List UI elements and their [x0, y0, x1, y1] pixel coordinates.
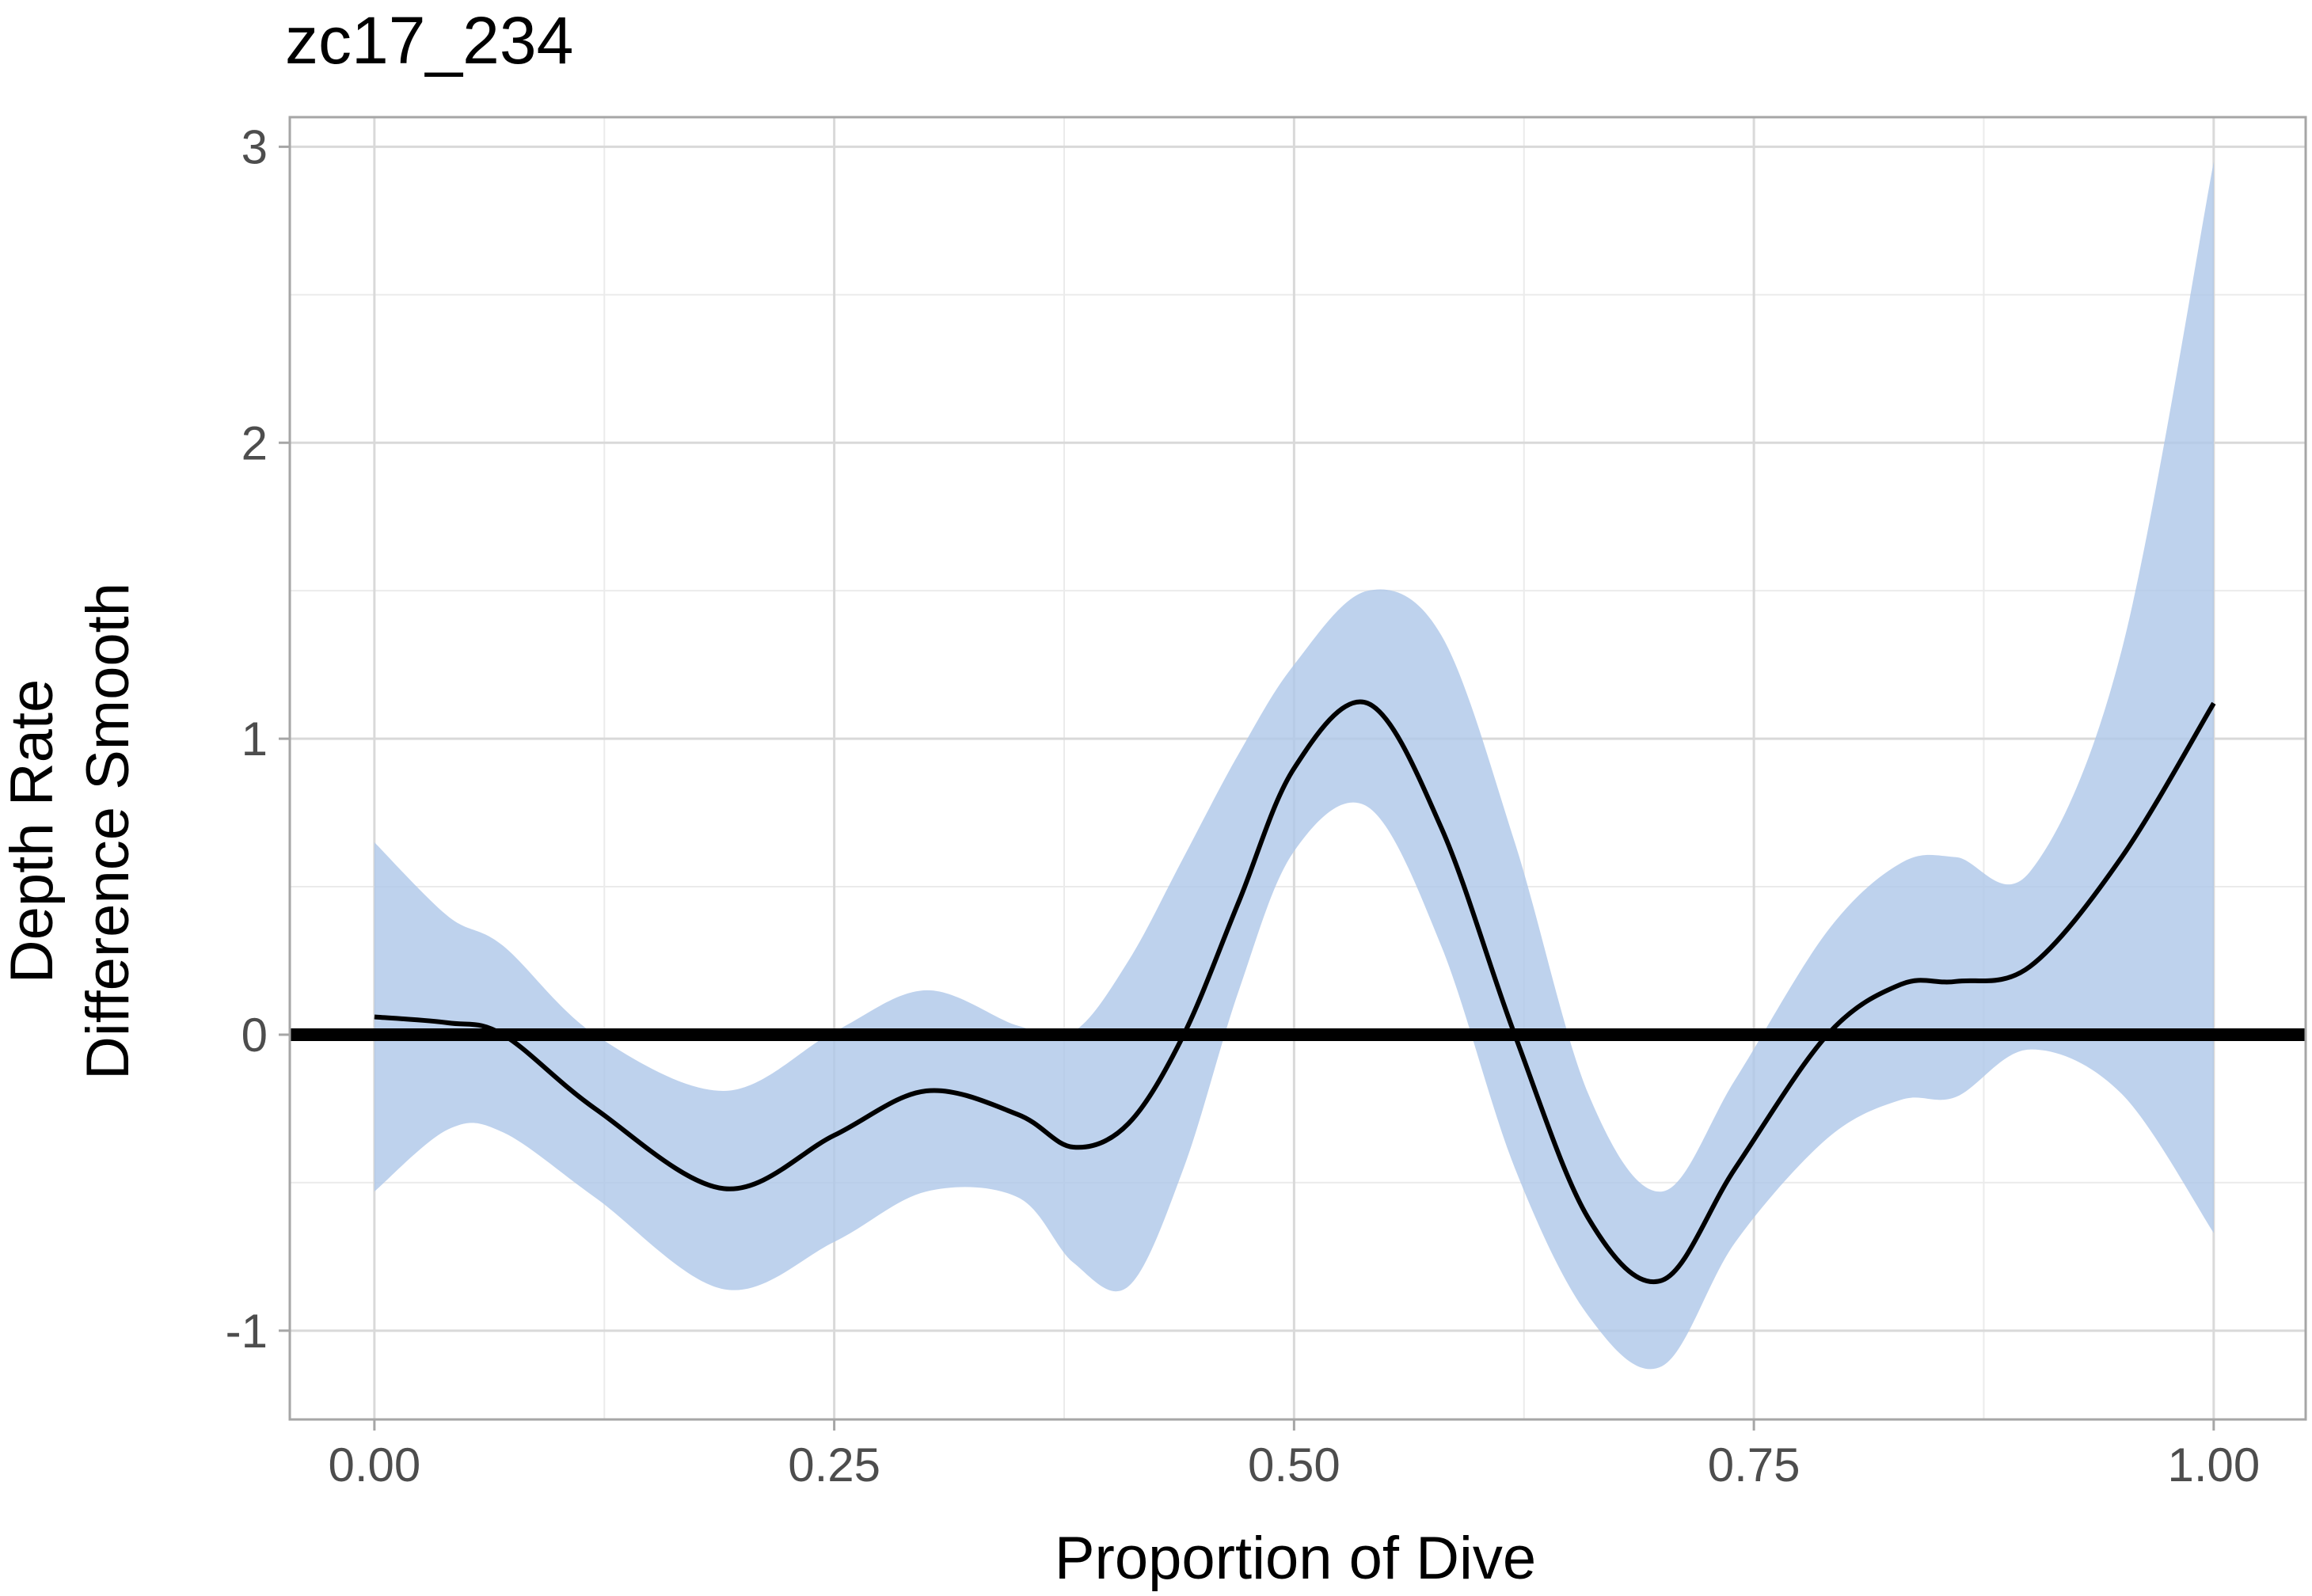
x-axis-ticks: 0.00 0.25 0.50 0.75 1.00	[328, 1419, 2260, 1492]
x-tick-label: 1.00	[2167, 1438, 2260, 1492]
y-tick-label: 3	[241, 120, 268, 173]
panel-border	[288, 116, 2307, 1421]
y-axis-title-line-2: Difference Smooth	[74, 583, 142, 1080]
x-axis-title: Proportion of Dive	[1055, 1525, 1536, 1592]
x-tick-label: 0.75	[1708, 1438, 1801, 1492]
y-axis-ticks: -1 0 1 2 3	[226, 120, 290, 1358]
smooth-line	[374, 699, 2216, 1284]
x-tick-label: 0.50	[1248, 1438, 1340, 1492]
y-tick-label: 0	[241, 1009, 268, 1062]
y-axis-title: Depth Rate Difference Smooth	[0, 583, 142, 1080]
y-tick-label: 2	[241, 416, 268, 469]
chart-title: zc17_234	[285, 3, 573, 78]
y-tick-label: 1	[241, 712, 268, 766]
smooth-line-layer	[374, 699, 2216, 1284]
x-tick-label: 0.00	[328, 1438, 420, 1492]
x-tick-label: 0.25	[788, 1438, 880, 1492]
y-axis-title-line-1: Depth Rate	[0, 679, 66, 983]
y-tick-label: -1	[226, 1305, 268, 1358]
